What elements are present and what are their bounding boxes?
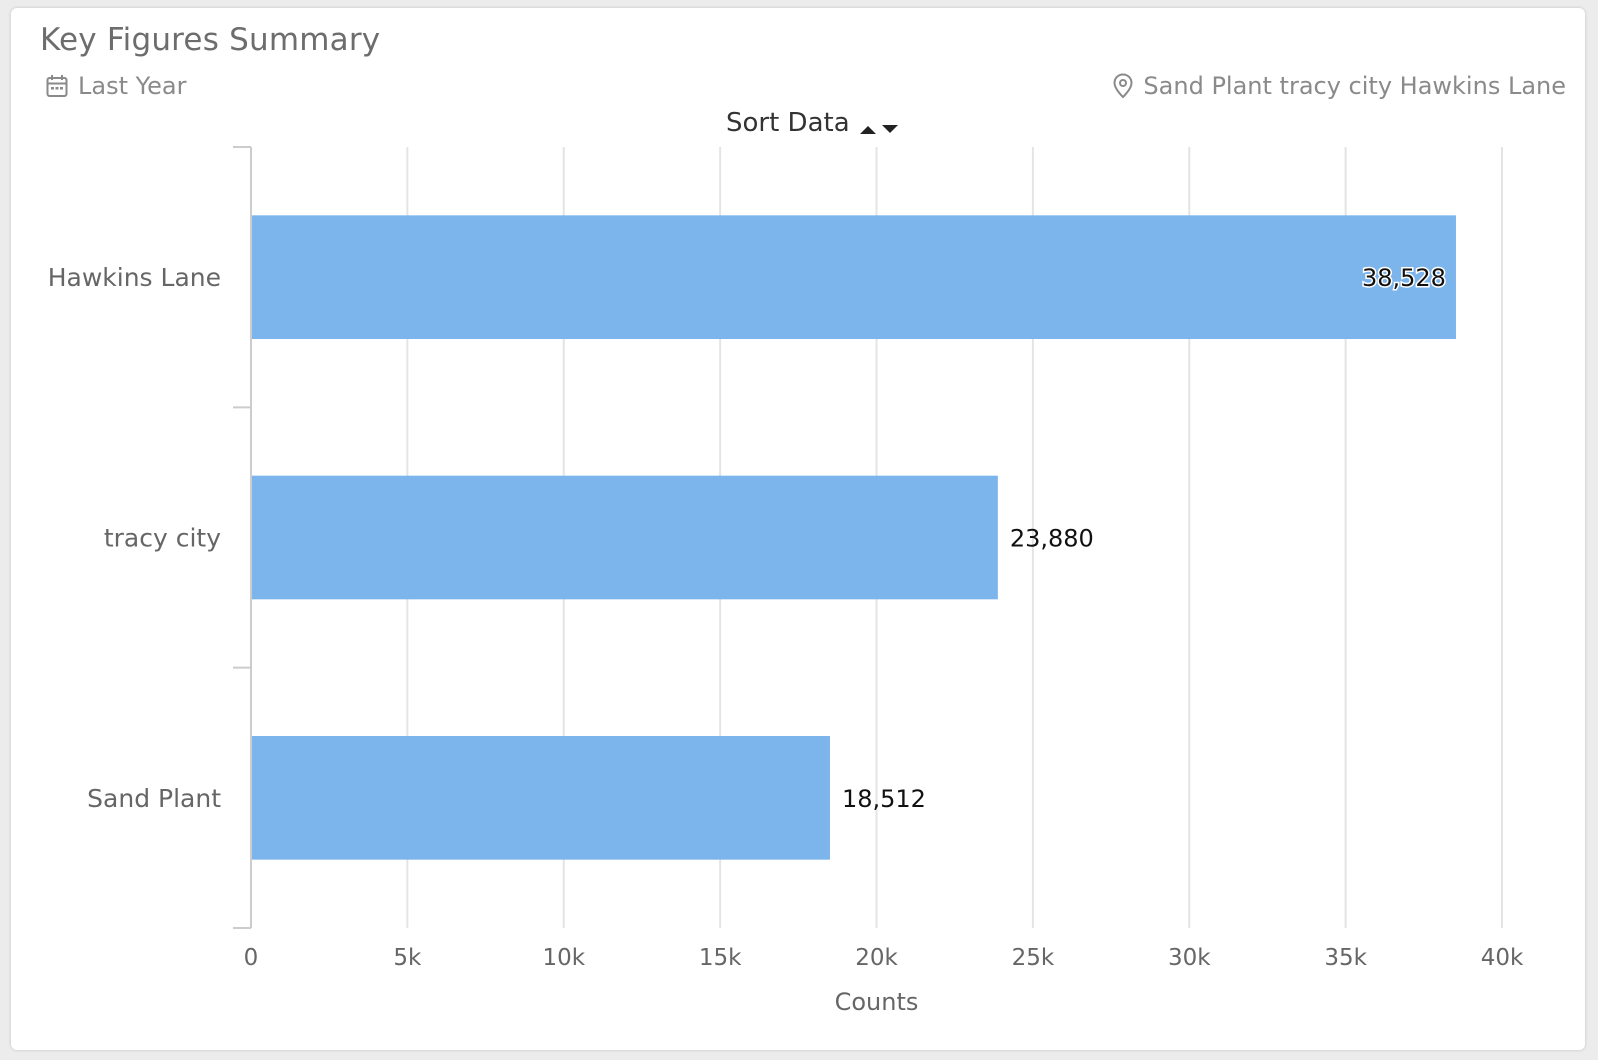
location-filter: Sand Plant tracy city Hawkins Lane (1113, 72, 1566, 100)
sort-data-label: Sort Data (726, 108, 850, 138)
map-pin-icon (1113, 73, 1133, 99)
date-range-label: Last Year (78, 72, 187, 100)
value-label: 18,512 (842, 785, 926, 813)
x-tick-label: 10k (542, 945, 585, 971)
sort-data-button[interactable]: Sort Data (726, 108, 898, 138)
x-tick-label: 30k (1168, 945, 1211, 971)
x-tick-label: 25k (1012, 945, 1055, 971)
category-label: Sand Plant (87, 784, 221, 813)
location-label: Sand Plant tracy city Hawkins Lane (1143, 72, 1566, 100)
value-label: 38,528 (1362, 264, 1446, 292)
value-label: 23,880 (1010, 525, 1094, 553)
category-label: tracy city (104, 524, 221, 553)
x-tick-label: 20k (855, 945, 898, 971)
category-label: Hawkins Lane (48, 263, 221, 292)
x-tick-label: 40k (1481, 945, 1524, 971)
bar (252, 475, 998, 600)
bar (252, 736, 830, 860)
bar (252, 215, 1456, 339)
sort-up-down-icon (858, 121, 898, 135)
x-axis-title: Counts (835, 988, 919, 1016)
x-tick-label: 15k (699, 945, 742, 971)
x-tick-label: 0 (244, 945, 259, 971)
x-tick-label: 5k (393, 945, 422, 971)
chart-title: Key Figures Summary (40, 22, 381, 58)
date-range: Last Year (46, 72, 186, 100)
calendar-icon (46, 75, 68, 97)
x-tick-label: 35k (1324, 945, 1367, 971)
